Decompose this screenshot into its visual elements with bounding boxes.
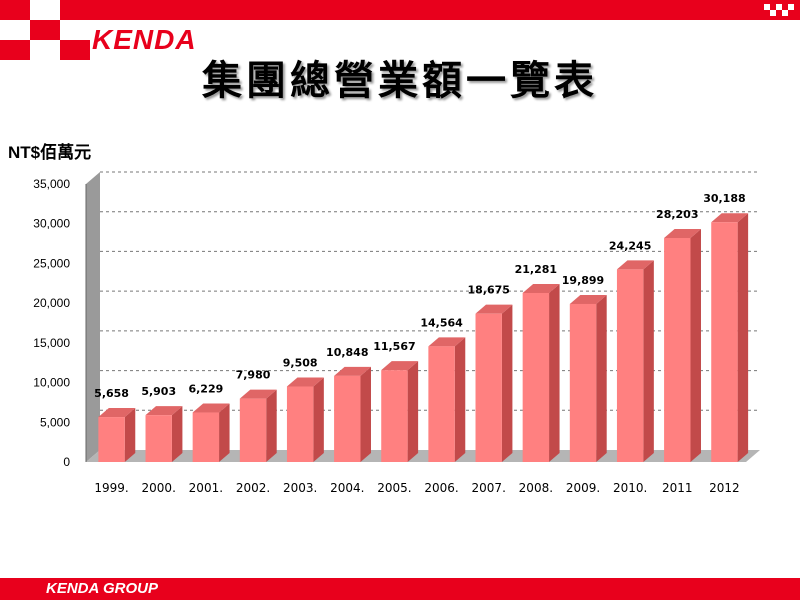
x-tick-label: 2006.: [424, 481, 458, 495]
x-tick-label: 2001.: [189, 481, 223, 495]
x-tick-label: 2008.: [519, 481, 553, 495]
bar-side: [266, 389, 277, 462]
bar-top: [569, 294, 607, 304]
bar-side: [219, 403, 230, 462]
bar: [428, 346, 455, 462]
y-tick-label: 15,000: [33, 336, 70, 350]
revenue-bar-chart: 0 5,000 10,000 15,000 20,000 25,000 30,000 35,0…: [33, 171, 760, 495]
bar-side: [313, 377, 324, 462]
bar: [145, 415, 172, 462]
bar-side: [690, 228, 701, 462]
slide-title: 集團總營業額一覽表: [202, 57, 598, 104]
x-tick-label: 2012: [709, 481, 740, 495]
bar-top: [381, 361, 419, 371]
x-tick-label: 2003.: [283, 481, 317, 495]
x-tick-label: 2009.: [566, 481, 600, 495]
bar-top: [428, 337, 466, 347]
footer-bar: KENDA GROUP: [0, 578, 800, 600]
bar: [286, 386, 314, 462]
bar-side: [124, 408, 136, 462]
bar-side: [643, 260, 654, 462]
bar: [569, 303, 597, 462]
bar-value-label: 30,188: [703, 192, 745, 205]
y-axis-unit-label: NT$佰萬元: [8, 143, 92, 162]
checker-pattern-logo: [0, 0, 90, 60]
bar-top: [145, 406, 183, 416]
bar-side: [171, 406, 183, 462]
bar-top: [522, 283, 560, 293]
bar: [475, 313, 502, 462]
bar-value-label: 11,567: [373, 340, 415, 353]
y-tick-label: 20,000: [33, 296, 70, 310]
bar: [616, 269, 644, 462]
floor: [86, 450, 760, 462]
bar: [664, 237, 691, 462]
bar-value-label: 5,903: [141, 385, 176, 398]
bar-value-label: 10,848: [326, 346, 368, 359]
bar: [239, 398, 267, 462]
x-tick-label: 2005.: [377, 481, 411, 495]
bar-value-label: 5,658: [94, 387, 129, 400]
data-labels: 0 5,000 10,000 15,000 20,000 25,000 30,000 35,0…: [33, 177, 745, 495]
bar-value-label: 7,980: [236, 369, 271, 382]
bar-top: [475, 304, 513, 314]
bar: [522, 292, 550, 462]
bar-top: [664, 228, 701, 238]
y-tick-label: 35,000: [33, 177, 70, 191]
bar-top: [286, 377, 324, 387]
bar: [711, 222, 738, 462]
bar-top: [334, 366, 371, 376]
bar-value-label: 9,508: [283, 356, 318, 369]
bar: [381, 370, 408, 462]
x-tick-label: 2000.: [142, 481, 176, 495]
left-wall: [86, 172, 100, 462]
top-red-bar: [0, 0, 800, 20]
bar-side: [596, 294, 607, 462]
bar: [334, 375, 361, 462]
bar-top: [98, 408, 136, 418]
bar-side: [407, 361, 419, 462]
y-tick-label: 5,000: [40, 415, 70, 429]
bar-top: [711, 213, 749, 223]
y-tick-label: 10,000: [33, 376, 70, 390]
bar-top: [239, 389, 277, 399]
bar-top: [192, 403, 230, 413]
x-tick-label: 2004.: [330, 481, 364, 495]
bar-value-label: 14,564: [420, 316, 463, 329]
bar-side: [454, 337, 466, 462]
x-tick-label: 2007.: [472, 481, 506, 495]
y-tick-label: 30,000: [33, 217, 70, 231]
bar-value-label: 24,245: [609, 239, 651, 252]
bar-side: [501, 304, 513, 462]
bar: [192, 412, 220, 462]
bar-value-label: 18,675: [467, 284, 509, 297]
bar-value-label: 21,281: [515, 263, 557, 276]
y-tick-label: 0: [63, 455, 70, 469]
footer-brand-text: KENDA GROUP: [46, 580, 158, 597]
bar-value-label: 19,899: [562, 274, 604, 287]
x-tick-label: 2010.: [613, 481, 647, 495]
bar-side: [360, 366, 371, 462]
kenda-logo: KENDA: [92, 24, 197, 55]
x-tick-label: 1999.: [94, 481, 128, 495]
x-tick-label: 2002.: [236, 481, 270, 495]
bar-side: [737, 213, 749, 462]
x-tick-label: 2011: [662, 481, 693, 495]
y-tick-label: 25,000: [33, 256, 70, 270]
bar-value-label: 28,203: [656, 208, 698, 221]
bar-side: [549, 283, 560, 462]
bar-top: [616, 260, 654, 270]
bars: [98, 213, 749, 462]
bar-value-label: 6,229: [188, 383, 223, 396]
right-checker-pattern: [760, 0, 800, 20]
bar: [98, 417, 125, 462]
